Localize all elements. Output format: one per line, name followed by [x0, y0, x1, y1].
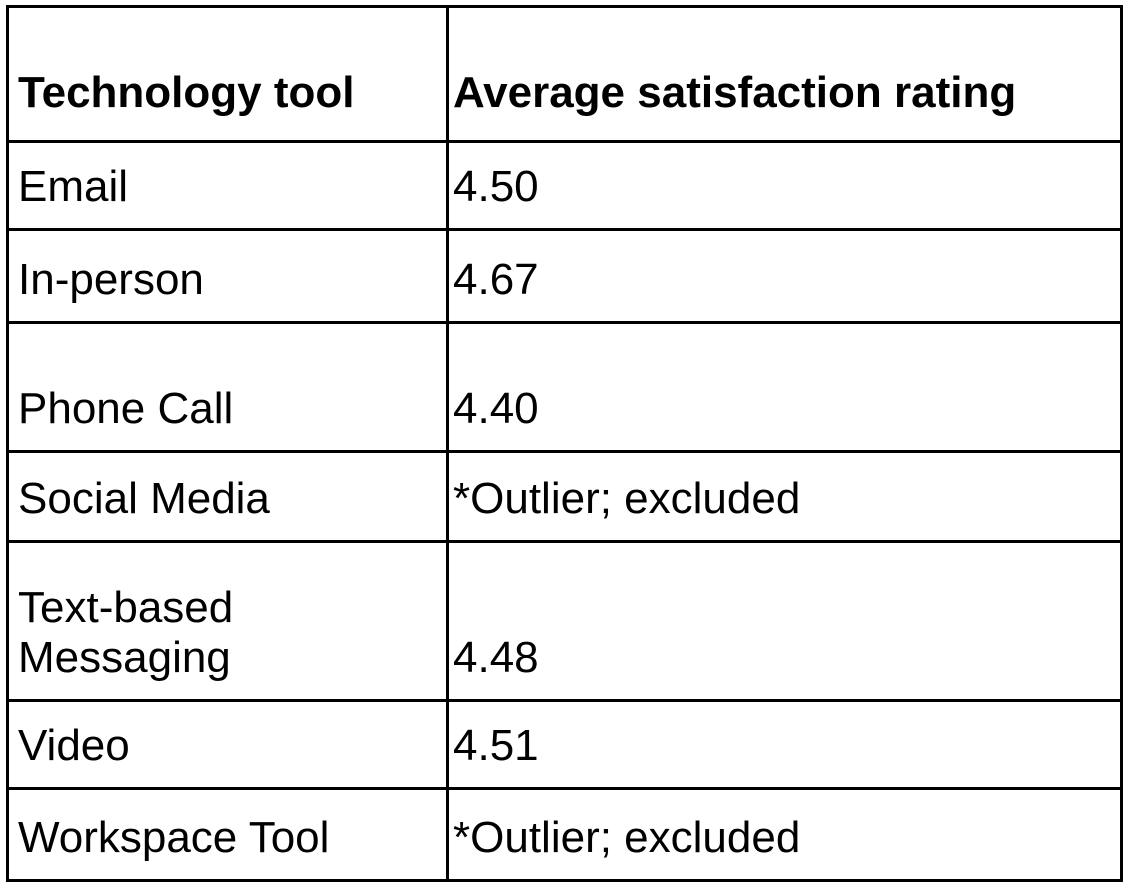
tool-cell: Workspace Tool [6, 787, 449, 882]
rating-cell: *Outlier; excluded [446, 787, 1123, 882]
rating-value: 4.50 [453, 162, 539, 211]
tool-cell: Social Media [6, 450, 449, 543]
tool-label: Workspace Tool [18, 813, 330, 862]
rating-value: 4.51 [453, 721, 539, 770]
rating-value: *Outlier; excluded [453, 813, 801, 862]
rating-value: 4.67 [453, 255, 539, 304]
tool-cell: Text-based Messaging [6, 540, 449, 702]
tool-label: Email [18, 162, 129, 211]
rating-value: 4.40 [453, 384, 539, 433]
tool-cell: Email [6, 140, 449, 231]
header-average-satisfaction-rating: Average satisfaction rating [446, 5, 1123, 143]
tool-label: Phone Call [18, 384, 234, 433]
rating-cell: 4.67 [446, 228, 1123, 324]
rating-cell: *Outlier; excluded [446, 450, 1123, 543]
rating-cell: 4.40 [446, 321, 1123, 453]
table-row: Video 4.51 [6, 699, 1123, 790]
satisfaction-table: Technology tool Average satisfaction rat… [6, 5, 1123, 882]
tool-cell: Phone Call [6, 321, 449, 453]
rating-value: *Outlier; excluded [453, 474, 801, 523]
table-row: In-person 4.67 [6, 228, 1123, 324]
tool-cell: In-person [6, 228, 449, 324]
table-row: Phone Call 4.40 [6, 321, 1123, 453]
tool-label: Social Media [18, 474, 270, 523]
table-row: Text-based Messaging 4.48 [6, 540, 1123, 702]
rating-cell: 4.48 [446, 540, 1123, 702]
table-row: Email 4.50 [6, 140, 1123, 231]
tool-cell: Video [6, 699, 449, 790]
rating-cell: 4.51 [446, 699, 1123, 790]
rating-value: 4.48 [453, 633, 539, 682]
rating-cell: 4.50 [446, 140, 1123, 231]
tool-label: In-person [18, 255, 204, 304]
table-row: Workspace Tool *Outlier; excluded [6, 787, 1123, 882]
table-row: Social Media *Outlier; excluded [6, 450, 1123, 543]
header-technology-tool: Technology tool [6, 5, 449, 143]
tool-label: Video [18, 721, 130, 770]
table-header-row: Technology tool Average satisfaction rat… [6, 5, 1123, 143]
tool-label: Text-based Messaging [18, 583, 234, 682]
